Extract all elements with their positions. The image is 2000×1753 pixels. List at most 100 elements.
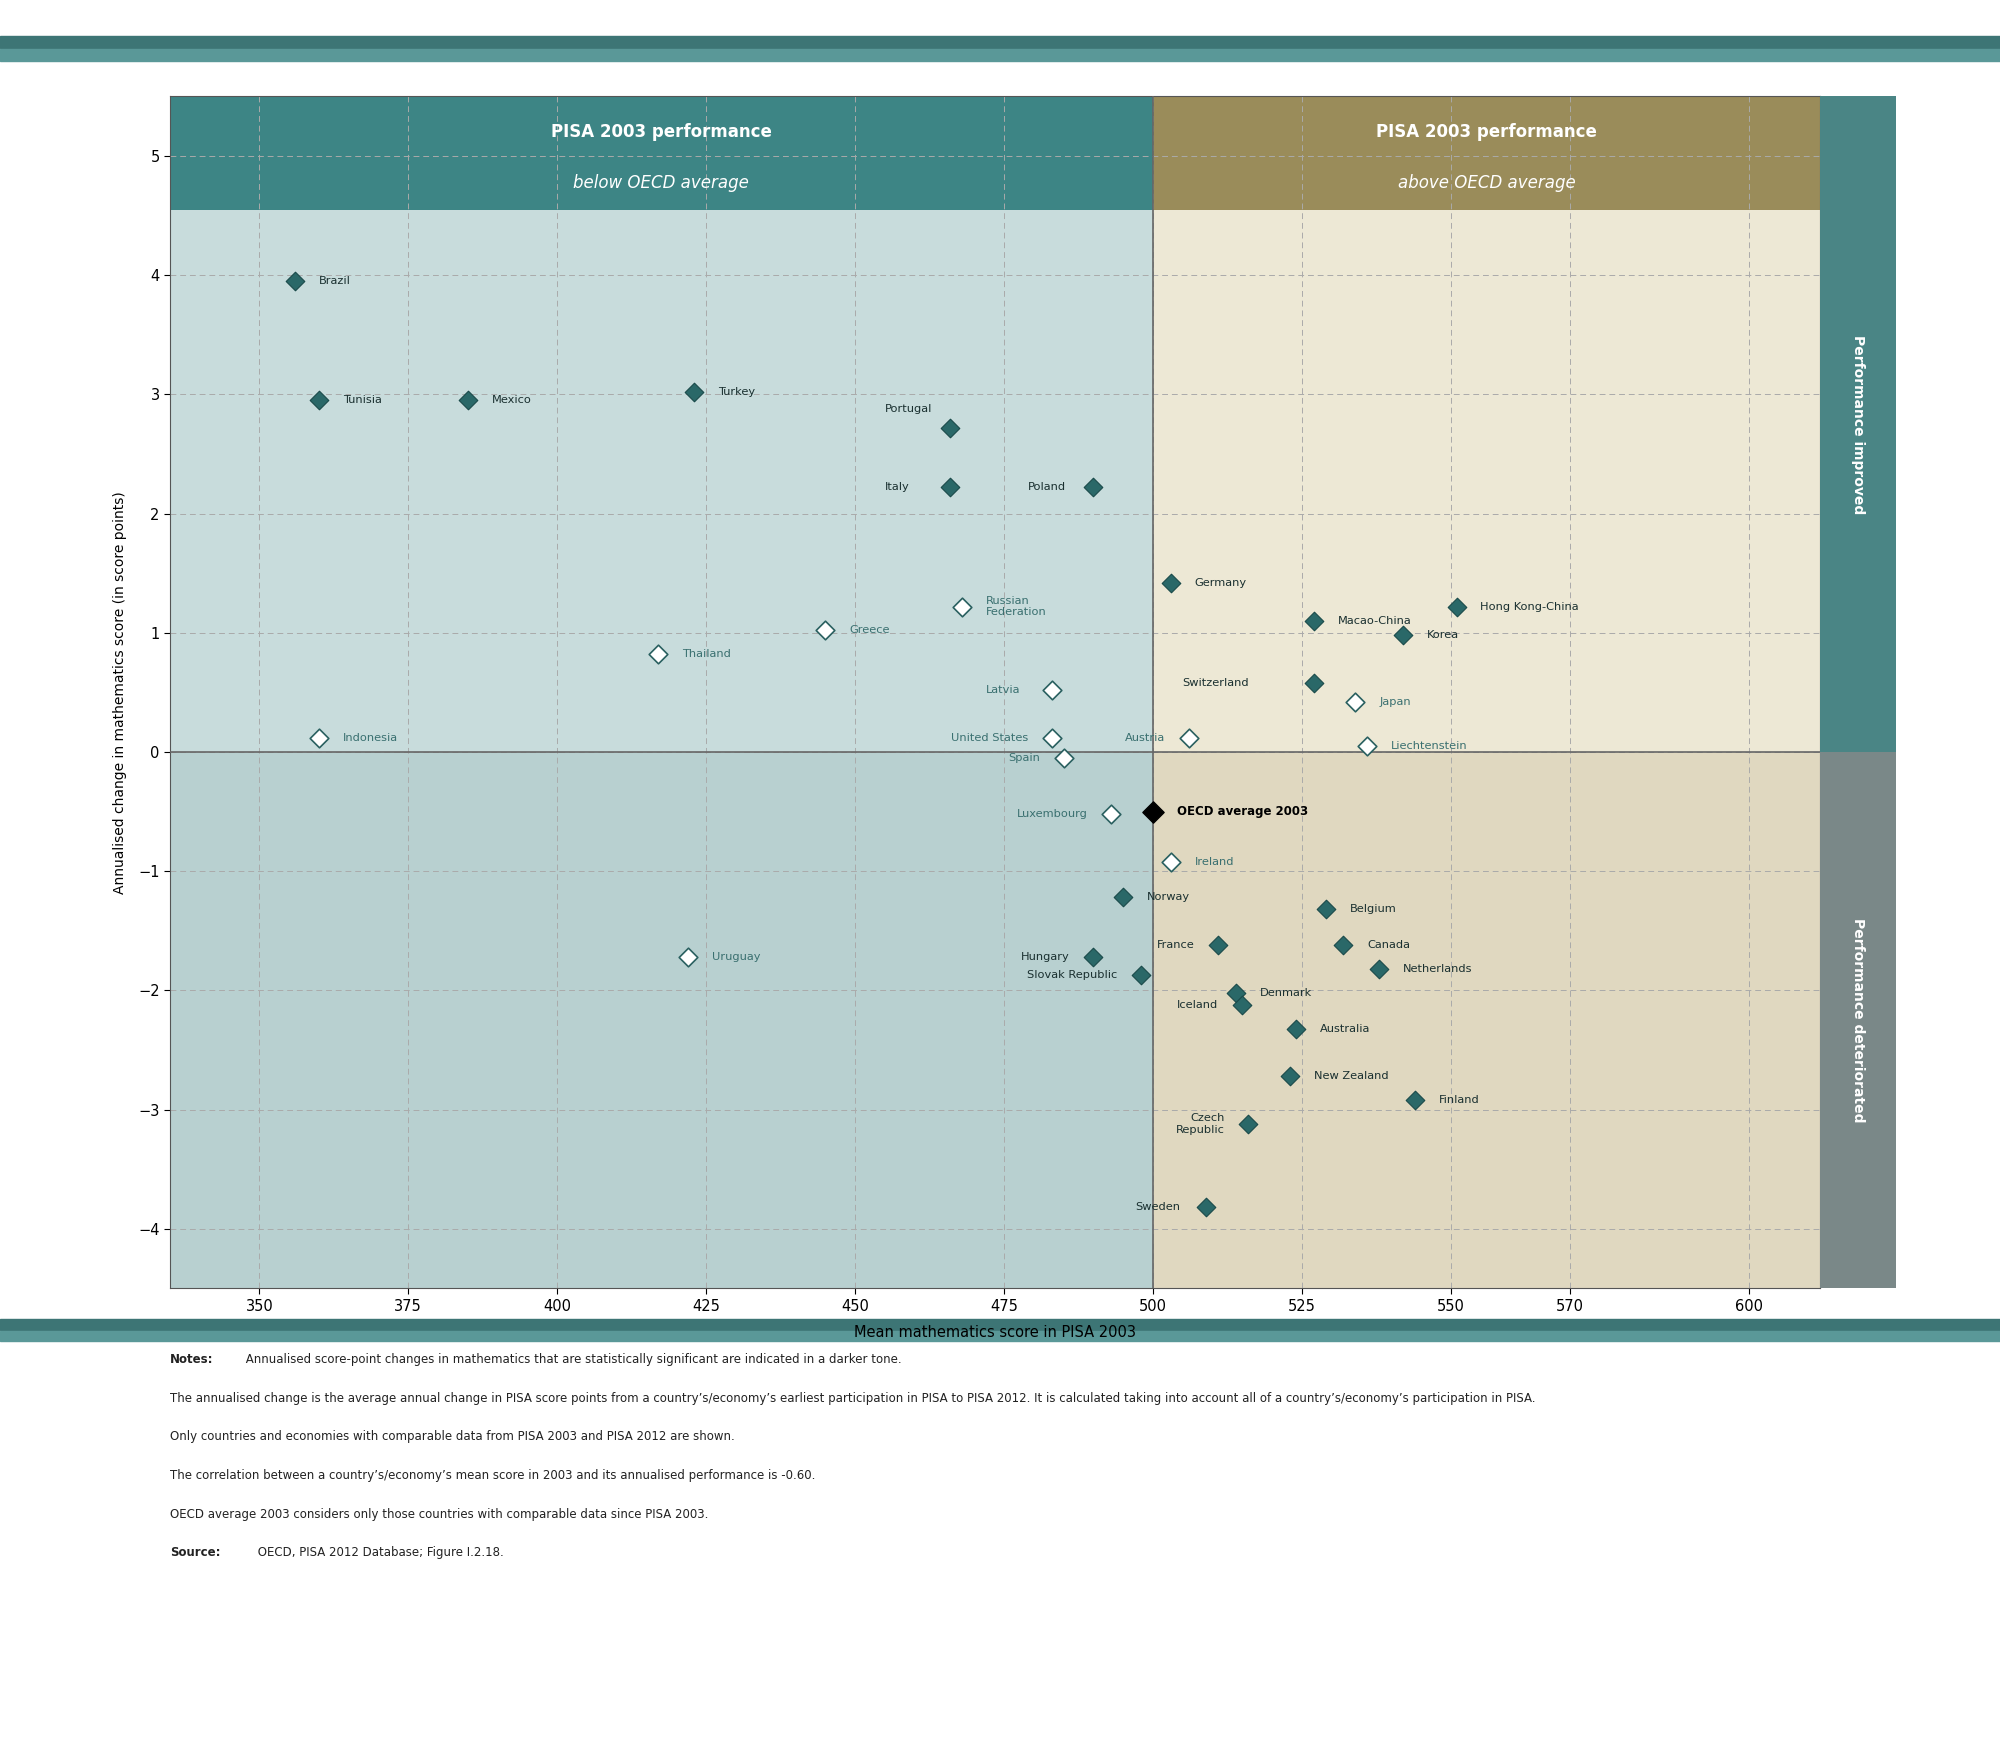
Bar — [1152, 210, 1820, 752]
Text: Notes:: Notes: — [170, 1353, 214, 1366]
Text: Latvia: Latvia — [986, 685, 1020, 694]
Text: Performance deteriorated: Performance deteriorated — [1852, 919, 1864, 1122]
Text: France: France — [1156, 940, 1194, 950]
Text: Macao-China: Macao-China — [1338, 615, 1412, 626]
Bar — [1820, 752, 1896, 1288]
Text: Sweden: Sweden — [1134, 1203, 1180, 1213]
Text: Ireland: Ireland — [1194, 857, 1234, 866]
Text: The correlation between a country’s/economy’s mean score in 2003 and its annuali: The correlation between a country’s/econ… — [170, 1469, 816, 1481]
Point — [1202, 931, 1234, 959]
Text: Canada: Canada — [1368, 940, 1410, 950]
Point — [1398, 1087, 1430, 1115]
Text: Hong Kong-China: Hong Kong-China — [1480, 601, 1580, 612]
Text: Belgium: Belgium — [1350, 905, 1396, 915]
Point — [934, 473, 966, 501]
X-axis label: Mean mathematics score in PISA 2003: Mean mathematics score in PISA 2003 — [854, 1325, 1136, 1339]
Text: below OECD average: below OECD average — [574, 174, 750, 191]
Bar — [170, 752, 1152, 1288]
Text: OECD, PISA 2012 Database; Figure I.2.18.: OECD, PISA 2012 Database; Figure I.2.18. — [254, 1546, 504, 1558]
Point — [678, 379, 710, 407]
Point — [946, 593, 978, 621]
Point — [1328, 931, 1360, 959]
Point — [302, 724, 334, 752]
Bar — [170, 96, 1152, 210]
Bar — [1820, 96, 1896, 752]
Point — [934, 414, 966, 442]
Text: above OECD average: above OECD average — [1398, 174, 1576, 191]
Text: Thailand: Thailand — [682, 649, 732, 659]
Point — [1364, 955, 1396, 983]
Point — [1078, 943, 1110, 971]
Point — [1172, 724, 1204, 752]
Text: Liechtenstein: Liechtenstein — [1392, 742, 1468, 750]
Point — [1136, 798, 1168, 826]
Text: New Zealand: New Zealand — [1314, 1071, 1388, 1082]
Point — [1048, 743, 1080, 771]
Text: OECD average 2003: OECD average 2003 — [1176, 805, 1308, 819]
Text: Greece: Greece — [850, 626, 890, 635]
Text: Indonesia: Indonesia — [342, 733, 398, 743]
Text: Luxembourg: Luxembourg — [1016, 810, 1088, 819]
Y-axis label: Annualised change in mathematics score (in score points): Annualised change in mathematics score (… — [112, 491, 126, 894]
Text: Korea: Korea — [1426, 631, 1458, 640]
Point — [302, 386, 334, 414]
Text: Japan: Japan — [1380, 698, 1410, 706]
Point — [1298, 670, 1330, 698]
Point — [810, 617, 842, 645]
Point — [1078, 473, 1110, 501]
Text: The annualised change is the average annual change in PISA score points from a c: The annualised change is the average ann… — [170, 1392, 1536, 1404]
Text: Hungary: Hungary — [1020, 952, 1070, 962]
Point — [1340, 687, 1372, 715]
Text: Denmark: Denmark — [1260, 989, 1312, 997]
Text: Uruguay: Uruguay — [712, 952, 760, 962]
Point — [1440, 593, 1472, 621]
Bar — [1152, 96, 1820, 210]
Text: Czech
Republic: Czech Republic — [1176, 1113, 1224, 1134]
Point — [1226, 990, 1258, 1018]
Text: Austria: Austria — [1124, 733, 1164, 743]
Point — [1036, 677, 1068, 705]
Text: Norway: Norway — [1146, 892, 1190, 903]
Bar — [170, 210, 1152, 752]
Point — [452, 386, 484, 414]
Point — [1280, 1015, 1312, 1043]
Point — [1154, 568, 1186, 596]
Text: Australia: Australia — [1320, 1024, 1370, 1034]
Point — [280, 266, 312, 295]
Point — [672, 943, 704, 971]
Text: OECD average 2003 considers only those countries with comparable data since PISA: OECD average 2003 considers only those c… — [170, 1508, 708, 1520]
Text: Annualised score-point changes in mathematics that are statistically significant: Annualised score-point changes in mathem… — [242, 1353, 902, 1366]
Text: Russian
Federation: Russian Federation — [986, 596, 1046, 617]
Point — [1388, 621, 1420, 649]
Point — [1096, 799, 1128, 827]
Text: Finland: Finland — [1438, 1096, 1480, 1104]
Text: Only countries and economies with comparable data from PISA 2003 and PISA 2012 a: Only countries and economies with compar… — [170, 1430, 734, 1443]
Point — [1036, 724, 1068, 752]
Point — [1298, 607, 1330, 635]
Text: Tunisia: Tunisia — [342, 396, 382, 405]
Text: Performance improved: Performance improved — [1852, 335, 1864, 514]
Text: Turkey: Turkey — [718, 387, 756, 396]
Text: Portugal: Portugal — [884, 403, 932, 414]
Point — [1124, 961, 1156, 989]
Text: Mexico: Mexico — [492, 396, 532, 405]
Bar — [1152, 752, 1820, 1288]
Point — [1310, 896, 1342, 924]
Text: PISA 2003 performance: PISA 2003 performance — [550, 123, 772, 140]
Text: Netherlands: Netherlands — [1404, 964, 1472, 975]
Text: Spain: Spain — [1008, 754, 1040, 763]
Point — [1190, 1194, 1222, 1222]
Text: Poland: Poland — [1028, 482, 1066, 493]
Text: Brazil: Brazil — [318, 277, 350, 286]
Text: Iceland: Iceland — [1178, 999, 1218, 1010]
Point — [642, 640, 674, 668]
Point — [1274, 1062, 1306, 1090]
Text: United States: United States — [950, 733, 1028, 743]
Text: Switzerland: Switzerland — [1182, 678, 1250, 687]
Point — [1232, 1110, 1264, 1138]
Text: Germany: Germany — [1194, 578, 1246, 587]
Point — [1220, 978, 1252, 1006]
Text: Slovak Republic: Slovak Republic — [1026, 969, 1118, 980]
Text: Italy: Italy — [884, 482, 910, 493]
Text: PISA 2003 performance: PISA 2003 performance — [1376, 123, 1596, 140]
